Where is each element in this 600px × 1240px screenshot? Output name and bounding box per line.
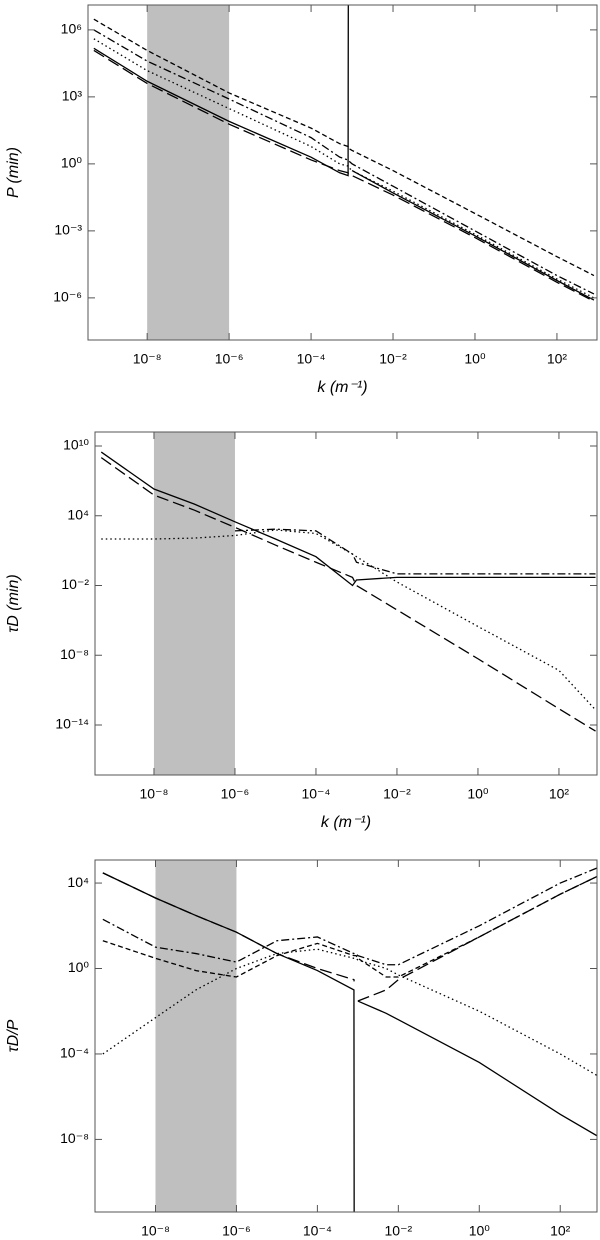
y-tick-label: 10⁰ <box>61 155 83 171</box>
y-axis-label: P (min) <box>5 147 22 198</box>
x-tick-label: 10⁻⁶ <box>215 351 244 367</box>
data-line <box>93 5 595 301</box>
y-tick-label: 10⁻¹⁴ <box>55 716 89 732</box>
x-tick-label: 10⁻⁴ <box>301 786 330 802</box>
plot-frame <box>94 431 598 776</box>
y-tick-label: 10⁻² <box>61 576 89 592</box>
data-line <box>102 872 597 1212</box>
y-tick-label: 10⁶ <box>61 21 82 37</box>
data-line <box>101 529 596 711</box>
x-tick-label: 10⁻⁶ <box>221 786 250 802</box>
x-tick-label: 10⁻⁸ <box>133 351 162 367</box>
shaded-band <box>155 860 237 1212</box>
y-tick-label: 10⁴ <box>67 506 89 522</box>
y-tick-label: 10⁴ <box>67 874 89 890</box>
data-line <box>102 876 597 978</box>
x-tick-label: 10⁰ <box>467 786 489 802</box>
x-tick-label: 10⁰ <box>469 1223 491 1239</box>
y-tick-label: 10³ <box>62 88 83 104</box>
data-line <box>100 451 596 587</box>
x-tick-label: 10⁻⁸ <box>140 786 169 802</box>
plot-frame <box>94 859 598 1213</box>
y-axis-label: τD/P <box>5 1019 22 1052</box>
data-line <box>100 457 596 732</box>
y-tick-label: 10⁰ <box>68 959 90 975</box>
shaded-band <box>153 432 235 775</box>
data-line <box>93 18 595 277</box>
y-tick-label: 10⁻³ <box>54 222 82 238</box>
y-tick-label: 10¹⁰ <box>63 437 89 453</box>
y-axis-label: τD (min) <box>5 574 22 632</box>
y-tick-label: 10⁻⁶ <box>53 289 82 305</box>
data-line <box>102 872 597 1002</box>
lines <box>100 451 596 732</box>
x-tick-label: 10⁻⁴ <box>297 351 326 367</box>
lines <box>93 5 595 302</box>
shaded-band <box>147 5 230 340</box>
x-tick-label: 10² <box>550 1223 571 1239</box>
x-tick-label: 10⁰ <box>464 351 486 367</box>
y-tick-label: 10⁻⁴ <box>60 1045 89 1061</box>
data-line <box>93 49 595 302</box>
data-line <box>102 867 597 966</box>
plot-frame <box>87 4 598 341</box>
x-tick-label: 10² <box>549 786 570 802</box>
x-tick-label: 10⁻⁴ <box>303 1223 332 1239</box>
x-tick-label: 10² <box>547 351 568 367</box>
lines <box>102 867 597 1212</box>
x-tick-label: 10⁻⁶ <box>222 1223 251 1239</box>
y-tick-label: 10⁻⁸ <box>60 1130 89 1146</box>
data-line <box>234 528 596 575</box>
x-axis-label: k (m⁻¹) <box>321 814 371 831</box>
x-tick-label: 10⁻² <box>379 351 407 367</box>
y-tick-label: 10⁻⁸ <box>60 646 89 662</box>
data-line <box>102 948 597 1076</box>
x-tick-label: 10⁻⁸ <box>141 1223 170 1239</box>
x-tick-label: 10⁻² <box>383 786 411 802</box>
x-tick-label: 10⁻² <box>385 1223 413 1239</box>
x-axis-label: k (m⁻¹) <box>317 379 367 396</box>
